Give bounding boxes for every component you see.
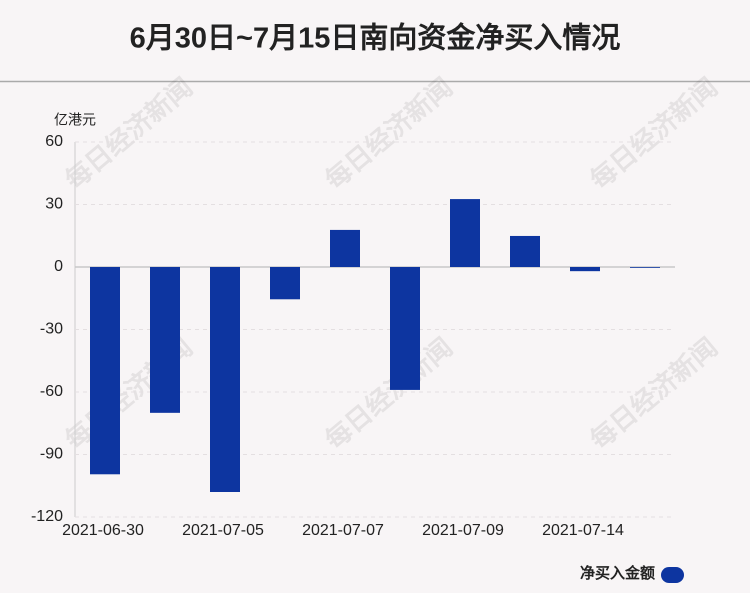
legend-swatch bbox=[661, 567, 684, 583]
bar bbox=[510, 235, 540, 267]
y-tick-label: -120 bbox=[31, 508, 63, 525]
bar bbox=[270, 267, 300, 300]
bar bbox=[630, 267, 660, 268]
bar bbox=[90, 267, 120, 475]
bar bbox=[150, 267, 180, 413]
x-tick-label: 2021-06-30 bbox=[62, 522, 144, 539]
y-tick-label: -30 bbox=[40, 321, 63, 338]
y-tick-label: 0 bbox=[54, 258, 63, 275]
y-tick-label: -90 bbox=[40, 446, 63, 463]
chart-title: 6月30日~7月15日南向资金净买入情况 bbox=[130, 21, 621, 55]
bar bbox=[450, 199, 480, 267]
legend-label: 净买入金额 bbox=[580, 564, 655, 582]
x-tick-label: 2021-07-07 bbox=[302, 522, 384, 539]
y-axis-label: 亿港元 bbox=[54, 112, 96, 128]
y-tick-label: -60 bbox=[40, 383, 63, 400]
bar bbox=[570, 267, 600, 272]
bar bbox=[210, 267, 240, 492]
y-tick-label: 60 bbox=[45, 133, 63, 150]
x-tick-label: 2021-07-09 bbox=[422, 522, 504, 539]
bar bbox=[330, 229, 360, 267]
x-tick-label: 2021-07-14 bbox=[542, 522, 624, 539]
x-tick-label: 2021-07-05 bbox=[182, 522, 264, 539]
y-tick-label: 30 bbox=[45, 196, 63, 213]
bar bbox=[390, 267, 420, 390]
